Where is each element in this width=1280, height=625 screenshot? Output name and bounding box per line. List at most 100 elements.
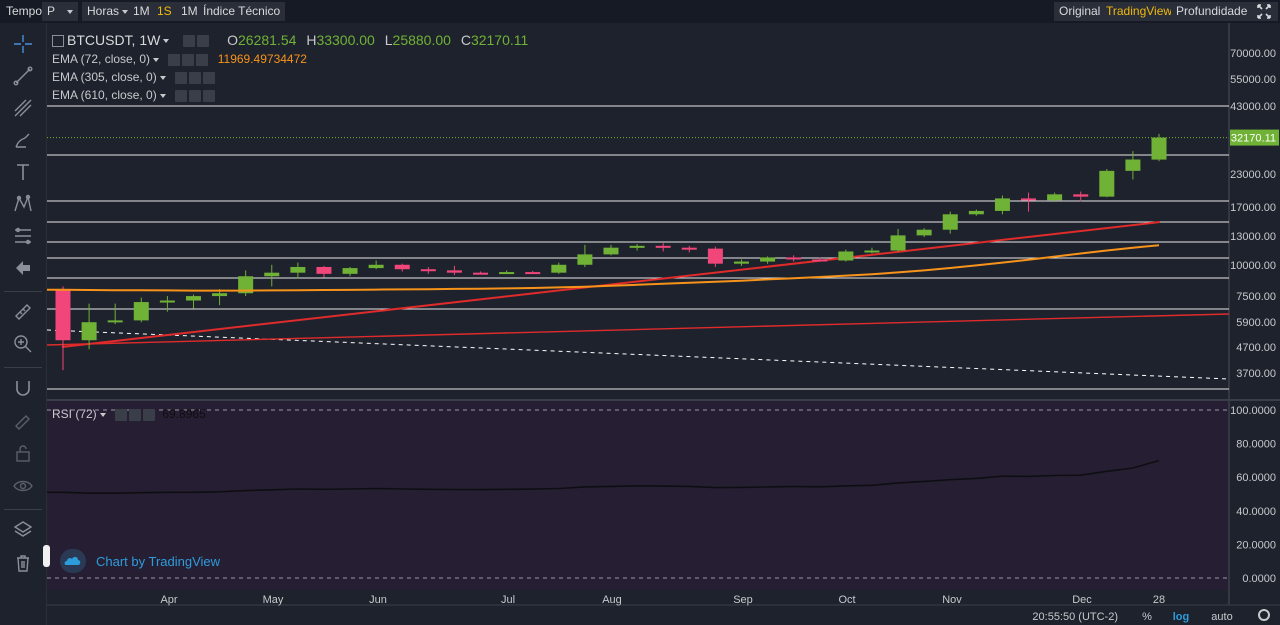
candle-body[interactable] [812, 259, 828, 262]
eye-icon[interactable] [9, 474, 37, 498]
settings-icon[interactable] [129, 408, 142, 421]
crosshair-icon[interactable] [9, 32, 37, 56]
candle-body[interactable] [264, 272, 280, 277]
close-icon[interactable] [143, 408, 156, 421]
collapse-icon[interactable] [52, 35, 64, 48]
candle-body[interactable] [994, 198, 1010, 211]
candle-body[interactable] [316, 266, 332, 274]
candle-body[interactable] [290, 266, 306, 273]
layers-icon[interactable] [9, 518, 37, 542]
candle-body[interactable] [1125, 159, 1141, 171]
price-pane[interactable] [47, 23, 1229, 399]
settings-icon[interactable] [168, 53, 181, 66]
candle-body[interactable] [890, 235, 906, 251]
close-icon[interactable] [196, 53, 209, 66]
support-trend-line[interactable] [61, 221, 1161, 348]
candle-body[interactable] [864, 250, 880, 253]
rsi-line[interactable] [47, 459, 1160, 494]
candle-body[interactable] [107, 320, 123, 323]
hours-select[interactable]: Horas [82, 2, 134, 21]
candle-body[interactable] [394, 264, 410, 270]
pitchfork-icon[interactable] [9, 96, 37, 120]
candle-body[interactable] [525, 272, 541, 275]
candle-body[interactable] [577, 254, 593, 265]
trash-icon[interactable] [9, 551, 37, 575]
scroll-handle[interactable] [43, 545, 50, 567]
rsi-pane[interactable] [47, 400, 1229, 590]
period-select[interactable]: P [42, 2, 78, 21]
settings-icon[interactable] [189, 71, 202, 84]
close-icon[interactable] [203, 71, 216, 84]
zoom-in-icon[interactable] [9, 332, 37, 356]
candle-body[interactable] [55, 289, 71, 341]
text-icon[interactable] [9, 160, 37, 184]
fib-icon[interactable] [9, 224, 37, 248]
arrow-left-icon[interactable] [9, 256, 37, 280]
candle-body[interactable] [838, 251, 854, 261]
chevron-down-icon[interactable] [159, 93, 166, 98]
indicators-button[interactable]: Índice Técnico [198, 2, 286, 21]
settings-icon[interactable] [197, 35, 210, 48]
ema72-line[interactable] [47, 244, 1160, 292]
auto-toggle[interactable]: auto [1211, 611, 1232, 623]
tradingview-watermark[interactable]: Chart by TradingView [60, 549, 220, 573]
candle-body[interactable] [942, 214, 958, 230]
chevron-down-icon[interactable] [99, 412, 106, 417]
candle-body[interactable] [733, 261, 749, 264]
view-original-tab[interactable]: Original [1054, 2, 1106, 21]
brush-icon[interactable] [9, 128, 37, 152]
settings-icon[interactable] [183, 35, 196, 48]
candle-body[interactable] [707, 248, 723, 264]
magnet-icon[interactable] [9, 376, 37, 400]
long-trend-line[interactable] [46, 313, 1230, 346]
settings-icon[interactable] [175, 71, 188, 84]
interval-1s[interactable]: 1S [152, 2, 177, 21]
candle-body[interactable] [655, 245, 671, 248]
pattern-icon[interactable] [9, 192, 37, 216]
candle-body[interactable] [916, 229, 932, 236]
candle-body[interactable] [368, 264, 384, 269]
candle-body[interactable] [681, 247, 697, 250]
settings-icon[interactable] [115, 408, 128, 421]
view-depth-tab[interactable]: Profundidade [1171, 2, 1253, 21]
candle-body[interactable] [1021, 198, 1037, 201]
chevron-down-icon[interactable] [159, 75, 166, 80]
candle-body[interactable] [342, 268, 358, 274]
interval-1m[interactable]: 1M [128, 2, 155, 21]
candle-body[interactable] [551, 264, 567, 273]
lock-pencil-icon[interactable] [9, 408, 37, 432]
candle-body[interactable] [473, 272, 489, 275]
close-icon[interactable] [203, 89, 216, 102]
gear-icon[interactable] [1258, 609, 1270, 621]
candle-body[interactable] [159, 300, 175, 303]
trend-line-icon[interactable] [9, 64, 37, 88]
candle-body[interactable] [1047, 194, 1063, 201]
chevron-down-icon[interactable] [153, 57, 160, 62]
settings-icon[interactable] [189, 89, 202, 102]
candle-body[interactable] [968, 210, 984, 215]
candle-body[interactable] [212, 293, 228, 297]
dashed-trend-line[interactable] [46, 329, 1230, 380]
candle-body[interactable] [603, 247, 619, 255]
chevron-down-icon[interactable] [163, 39, 170, 44]
candle-body[interactable] [1099, 170, 1115, 197]
candle-body[interactable] [786, 257, 802, 260]
expand-icon[interactable] [1250, 2, 1278, 21]
settings-icon[interactable] [175, 89, 188, 102]
percent-toggle[interactable]: % [1142, 611, 1152, 623]
candle-body[interactable] [1073, 194, 1089, 197]
candle-body[interactable] [238, 276, 254, 294]
candle-body[interactable] [499, 272, 515, 275]
candle-body[interactable] [185, 296, 201, 301]
view-tradingview-tab[interactable]: TradingView [1101, 2, 1178, 21]
candle-body[interactable] [760, 257, 776, 262]
ruler-icon[interactable] [9, 300, 37, 324]
candle-body[interactable] [81, 322, 97, 341]
log-toggle[interactable]: log [1173, 611, 1190, 623]
candle-body[interactable] [420, 269, 436, 272]
candle-body[interactable] [1151, 137, 1167, 160]
interval-1mo[interactable]: 1M [176, 2, 203, 21]
candle-body[interactable] [133, 302, 149, 321]
lock-icon[interactable] [9, 441, 37, 465]
